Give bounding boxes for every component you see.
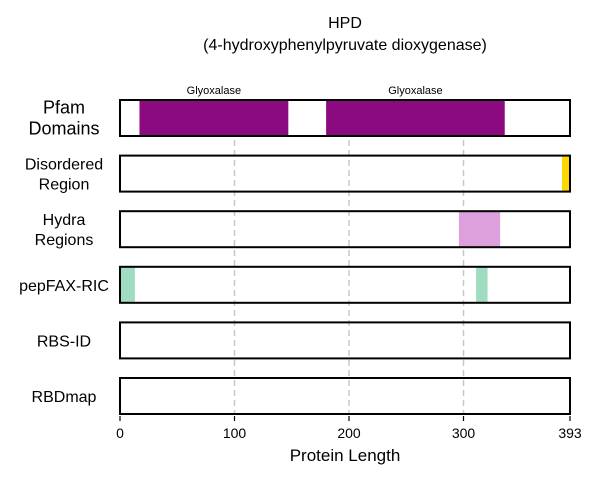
track-label: Disordered: [25, 157, 103, 174]
track-label: RBS-ID: [37, 333, 91, 350]
track-2: Hydra Regions: [35, 210, 571, 249]
track-label: Domains: [28, 119, 99, 139]
x-tick-label: 0: [116, 425, 124, 441]
track-5: RBDmap: [32, 377, 571, 415]
track-0-outline: [119, 99, 571, 137]
x-axis: 0 100 200 300 393: [116, 416, 582, 441]
track-1-segment-0: [561, 155, 570, 192]
chart-subtitle: (4-hydroxyphenylpyruvate dioxygenase): [203, 37, 487, 54]
track-label: Region: [39, 177, 90, 194]
x-tick-label: 300: [452, 425, 476, 441]
track-4-outline: [119, 321, 571, 360]
track-label: pepFAX-RIC: [19, 278, 109, 295]
track-3-segment-0: [120, 266, 135, 303]
x-axis-label: Protein Length: [290, 446, 401, 465]
track-1: Disordered Region: [25, 154, 571, 194]
track-0-segment-1: [326, 100, 505, 136]
track-3-segment-1: [476, 266, 488, 303]
chart-title: HPD: [328, 15, 362, 32]
track-label: Hydra: [43, 212, 86, 229]
x-tick-label: 393: [558, 425, 582, 441]
track-5-outline: [119, 377, 571, 415]
track-2-segment-0: [458, 211, 501, 248]
track-2-outline: [119, 210, 571, 249]
track-3-outline: [119, 265, 571, 304]
track-label: Regions: [35, 232, 94, 249]
segment-label: Glyoxalase: [388, 85, 442, 97]
track-4: RBS-ID: [37, 321, 571, 360]
track-3: pepFAX-RIC: [19, 265, 571, 304]
segment-label: Glyoxalase: [187, 85, 241, 97]
track-1-outline: [119, 154, 571, 193]
track-label: RBDmap: [32, 389, 97, 406]
x-tick-label: 100: [223, 425, 247, 441]
track-0-segment-0: [139, 100, 289, 136]
grid-lines: [233, 100, 465, 415]
track-label: Pfam: [43, 98, 85, 118]
x-tick-label: 200: [337, 425, 361, 441]
